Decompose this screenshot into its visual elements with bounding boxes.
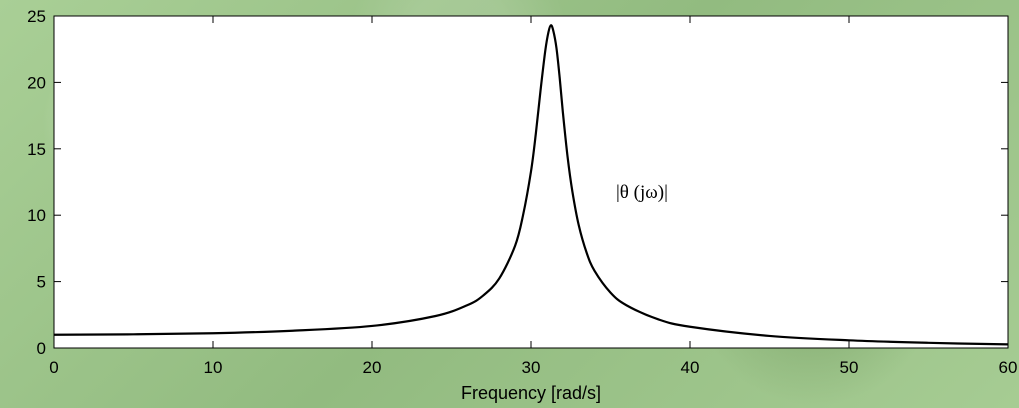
plot-area xyxy=(54,16,1008,348)
x-tick-label: 60 xyxy=(999,358,1018,377)
tick-labels: 0 10 20 30 40 50 60 0 5 10 15 20 25 xyxy=(27,7,1017,377)
x-tick-label: 30 xyxy=(522,358,541,377)
x-axis-label: Frequency [rad/s] xyxy=(461,383,601,403)
y-tick-label: 15 xyxy=(27,140,46,159)
y-tick-label: 0 xyxy=(37,339,46,358)
x-tick-label: 20 xyxy=(363,358,382,377)
curve-annotation: |θ (jω)| xyxy=(616,182,668,203)
plot-frame xyxy=(53,15,1009,349)
x-tick-label: 10 xyxy=(204,358,223,377)
y-tick-label: 20 xyxy=(27,73,46,92)
series-line xyxy=(53,24,1009,346)
curve-layer xyxy=(53,24,1009,346)
y-tick-label: 25 xyxy=(27,7,46,26)
y-tick-label: 5 xyxy=(37,273,46,292)
x-tick-label: 50 xyxy=(840,358,859,377)
x-tick-label: 0 xyxy=(49,358,58,377)
x-tick-label: 40 xyxy=(681,358,700,377)
y-tick-label: 10 xyxy=(27,206,46,225)
